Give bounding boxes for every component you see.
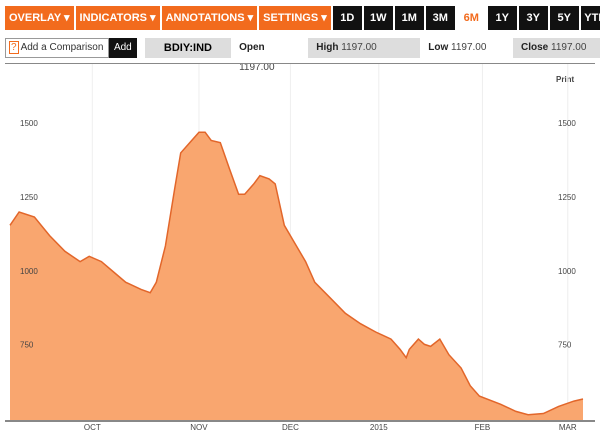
y-tick-label-right: 750 xyxy=(558,341,572,350)
add-button[interactable]: Add xyxy=(108,38,137,58)
settings-menu[interactable]: SETTINGS ▾ xyxy=(259,6,331,30)
range-ytd[interactable]: YTD xyxy=(580,6,600,30)
x-tick-label: MAR xyxy=(559,423,577,432)
y-tick-label-left: 1250 xyxy=(20,193,38,202)
range-1y[interactable]: 1Y xyxy=(487,6,517,30)
range-1w[interactable]: 1W xyxy=(363,6,393,30)
x-tick-label: OCT xyxy=(84,423,101,432)
y-tick-label-right: 1500 xyxy=(558,119,576,128)
toolbar: OVERLAY ▾ INDICATORS ▾ ANNOTATIONS ▾ SET… xyxy=(5,6,600,30)
x-tick-label: 2015 xyxy=(370,423,388,432)
range-3m[interactable]: 3M xyxy=(425,6,455,30)
x-tick-label: FEB xyxy=(475,423,491,432)
symbol: BDIY:IND xyxy=(144,38,232,58)
quote-bar: ? Add a Comparison Add BDIY:IND Open 1197… xyxy=(5,38,600,73)
range-6m[interactable]: 6M xyxy=(456,6,486,30)
price-line xyxy=(9,131,584,416)
price-area xyxy=(10,132,583,420)
overlay-menu[interactable]: OVERLAY ▾ xyxy=(5,6,74,30)
help-icon[interactable]: ? xyxy=(9,41,19,54)
indicators-menu[interactable]: INDICATORS ▾ xyxy=(75,6,160,30)
open-quote: Open 1197.00 xyxy=(239,42,275,73)
high-quote: High 1197.00 xyxy=(308,38,421,58)
y-tick-label-right: 1250 xyxy=(558,193,576,202)
y-tick-label-left: 1500 xyxy=(20,119,38,128)
range-1d[interactable]: 1D xyxy=(332,6,362,30)
y-tick-label-left: 750 xyxy=(20,341,34,350)
annotations-menu[interactable]: ANNOTATIONS ▾ xyxy=(161,6,258,30)
range-1m[interactable]: 1M xyxy=(394,6,424,30)
range-5y[interactable]: 5Y xyxy=(549,6,579,30)
x-tick-label: NOV xyxy=(190,423,208,432)
comparison-placeholder: Add a Comparison xyxy=(20,42,104,53)
close-quote: Close 1197.00 xyxy=(513,38,600,58)
range-3y[interactable]: 3Y xyxy=(518,6,548,30)
print-link[interactable]: Print xyxy=(556,75,575,84)
comparison-input[interactable]: ? Add a Comparison xyxy=(5,38,109,58)
low-quote: Low 1197.00 xyxy=(428,42,487,53)
y-tick-label-left: 1000 xyxy=(20,267,38,276)
x-tick-label: DEC xyxy=(282,423,299,432)
y-tick-label-right: 1000 xyxy=(558,267,576,276)
divider xyxy=(5,63,595,64)
